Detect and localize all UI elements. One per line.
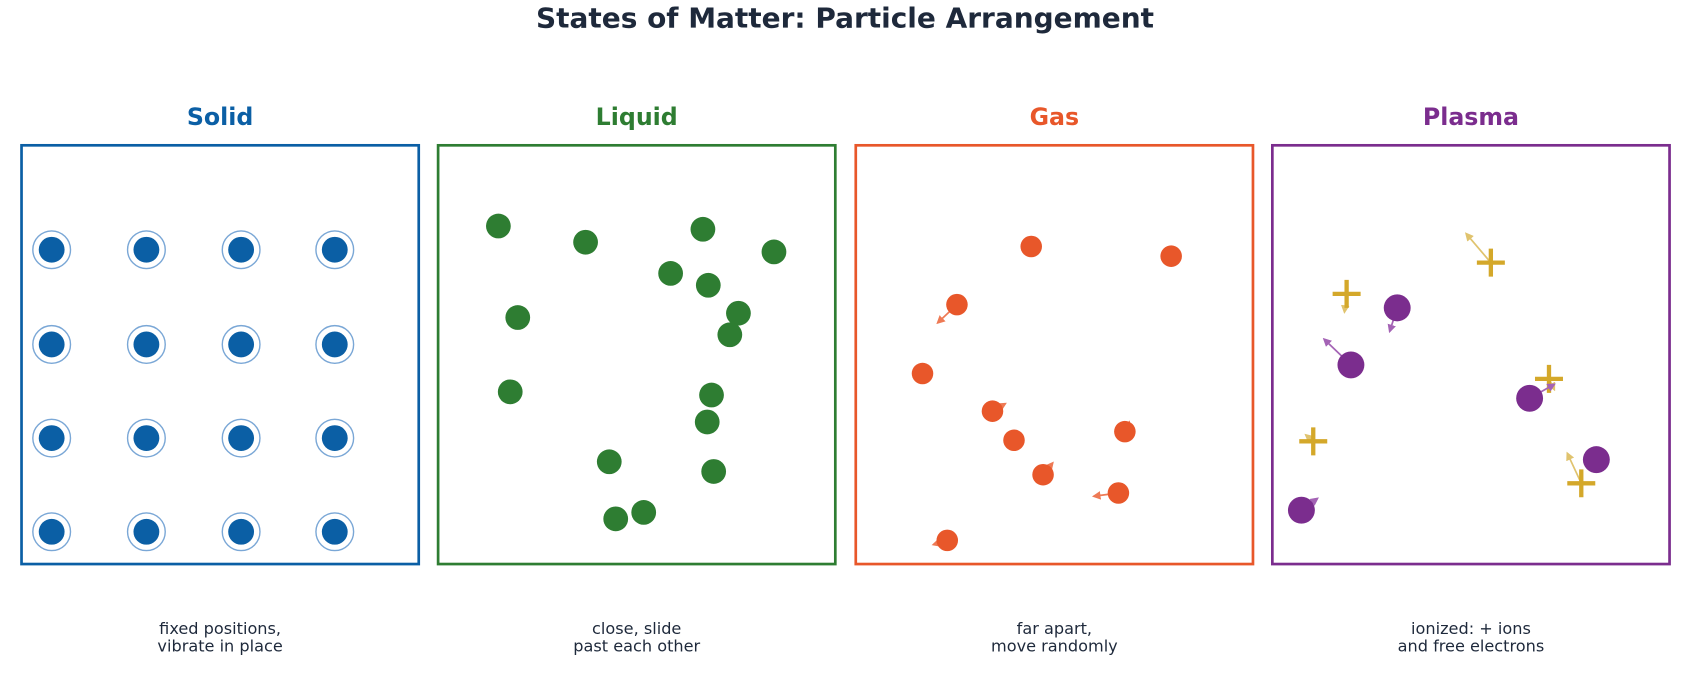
title: States of Matter: Particle Arrangement xyxy=(536,1,1154,34)
liquid-particle xyxy=(726,300,751,326)
solid-particle xyxy=(38,518,65,545)
solid-particle xyxy=(38,331,65,358)
panel-title: Plasma xyxy=(1423,103,1519,131)
solid-ring xyxy=(126,324,166,364)
gas-particle xyxy=(911,362,934,385)
solid-particle xyxy=(133,518,160,545)
liquid-particle xyxy=(603,506,629,532)
solid-particle xyxy=(321,518,348,545)
solid-ring xyxy=(315,324,355,364)
panel-caption: ionized: + ions xyxy=(1411,619,1531,638)
solid-ring xyxy=(315,418,355,458)
panel-title: Solid xyxy=(187,103,254,131)
liquid-particle xyxy=(573,229,598,255)
solid-particle xyxy=(228,236,255,263)
electron xyxy=(1476,248,1505,277)
gas-particle xyxy=(1003,429,1025,452)
liquid-particle xyxy=(761,239,787,265)
solid-ring xyxy=(126,512,166,552)
liquid-particle xyxy=(694,409,720,435)
solid-ring xyxy=(32,418,72,458)
solid-ring xyxy=(32,324,72,364)
liquid-particle xyxy=(596,449,622,475)
solid-particle xyxy=(228,331,255,358)
solid-particle xyxy=(133,331,160,358)
solid-ring xyxy=(315,230,355,270)
electron xyxy=(1534,364,1563,393)
gas-particle xyxy=(1160,245,1182,267)
solid-particle xyxy=(38,236,65,263)
liquid-particle xyxy=(695,272,721,298)
solid-ring xyxy=(221,418,261,458)
panel-caption: fixed positions, xyxy=(159,619,281,638)
liquid-particle xyxy=(690,216,716,242)
liquid-particle xyxy=(699,382,724,408)
panel-box xyxy=(1270,143,1671,566)
ion xyxy=(1287,496,1315,524)
velocity-arrow xyxy=(1566,451,1583,484)
panel-title: Liquid xyxy=(596,103,678,131)
gas-particle xyxy=(946,293,968,316)
solid-ring xyxy=(126,230,166,270)
solid-particle xyxy=(228,518,255,545)
panel-caption: vibrate in place xyxy=(157,636,282,655)
liquid-particle xyxy=(497,379,523,405)
panel-caption: and free electrons xyxy=(1398,636,1545,655)
liquid-particle xyxy=(717,322,743,348)
solid-particle xyxy=(228,425,255,452)
solid-particle xyxy=(133,236,160,263)
velocity-arrow xyxy=(1464,232,1492,264)
gas-particle xyxy=(1020,235,1042,258)
ion xyxy=(1582,446,1610,474)
ion xyxy=(1383,294,1411,322)
panel-caption: past each other xyxy=(573,636,700,655)
solid-ring xyxy=(221,324,261,364)
solid-ring xyxy=(221,512,261,552)
liquid-particle xyxy=(631,500,657,525)
gas-particle xyxy=(1032,463,1054,486)
gas-particle xyxy=(981,400,1004,422)
solid-particle xyxy=(321,331,348,358)
solid-particle xyxy=(38,425,65,452)
liquid-particle xyxy=(505,305,531,330)
solid-ring xyxy=(32,230,72,270)
solid-particle xyxy=(321,236,348,263)
gas-particle xyxy=(936,529,959,552)
gas-particle xyxy=(1114,420,1136,443)
liquid-particle xyxy=(486,213,511,239)
electron xyxy=(1332,279,1361,308)
liquid-particle xyxy=(701,459,727,484)
panel-title: Gas xyxy=(1030,103,1080,131)
solid-particle xyxy=(321,425,348,452)
solid-ring xyxy=(32,512,72,552)
panel-caption: close, slide xyxy=(592,619,681,638)
panel-box xyxy=(20,143,421,566)
gas-particle xyxy=(1107,482,1130,504)
electron xyxy=(1299,427,1328,456)
panel-caption: far apart, xyxy=(1017,619,1092,638)
ion xyxy=(1516,384,1544,412)
solid-ring xyxy=(126,418,166,458)
panel-box xyxy=(854,143,1255,566)
solid-particle xyxy=(133,425,160,452)
panel-caption: move randomly xyxy=(991,636,1118,655)
panel-box xyxy=(436,143,837,566)
ion xyxy=(1337,351,1365,379)
solid-ring xyxy=(221,230,261,270)
electron xyxy=(1567,469,1596,498)
solid-ring xyxy=(315,512,355,552)
liquid-particle xyxy=(658,261,683,286)
